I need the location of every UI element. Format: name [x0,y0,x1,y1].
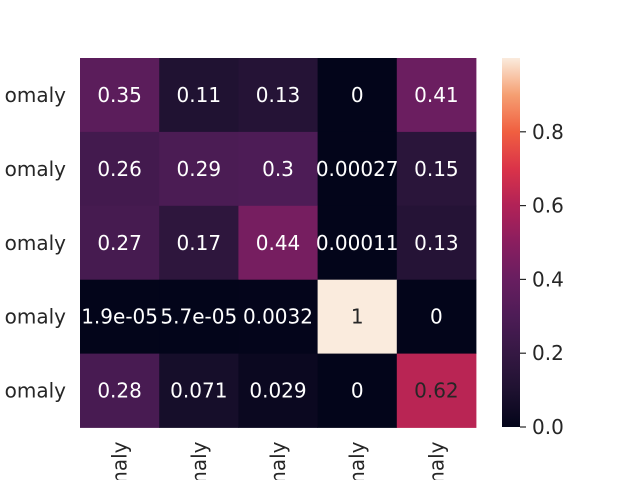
cell-annotation-r1-c4: 0.15 [414,157,459,181]
heatmap-cell-r3-c3 [317,279,398,354]
heatmap-cell-r1-c1 [159,131,239,207]
cell-annotation-r0-c1: 0.11 [177,83,222,107]
cell-annotation-r0-c3: 0 [351,83,364,107]
heatmap-cell-r3-c0 [80,279,160,354]
cell-annotation-r1-c1: 0.29 [177,157,222,181]
cell-annotation-r0-c2: 0.13 [256,83,301,107]
heatmap-cell-r2-c1 [159,205,239,281]
cell-annotation-r4-c2: 0.029 [249,379,306,403]
heatmap-cell-r2-c3 [317,205,398,281]
heatmap-cell-r0-c3 [317,58,398,133]
cell-annotation-r4-c1: 0.071 [170,379,227,403]
cell-annotation-r2-c2: 0.44 [256,231,301,255]
heatmap-cell-r3-c4 [396,279,477,354]
colorbar-tick-label-4: 0.8 [532,120,564,144]
cell-annotation-r3-c2: 0.0032 [243,305,313,329]
cell-annotation-r3-c0: 1.9e-05 [81,305,158,329]
row-labels: omaly omaly omaly omaly omaly [5,83,67,403]
cell-annotation-r4-c0: 0.28 [97,379,142,403]
heatmap-cell-r0-c0 [80,58,160,133]
cell-annotation-r4-c4: 0.62 [414,379,459,403]
heatmap-cell-r4-c4 [396,353,477,428]
heatmap-cell-r2-c0 [80,205,160,281]
cell-annotation-r2-c3: 0.00011 [316,231,399,255]
column-label-3: maly [345,441,369,480]
cell-annotation-r3-c1: 5.7e-05 [160,305,237,329]
row-label-3: omaly [5,305,67,329]
row-label-4: omaly [5,379,67,403]
cell-annotation-r0-c4: 0.41 [414,83,459,107]
heatmap-cell-r3-c2 [238,279,318,354]
colorbar-tick-label-2: 0.4 [532,267,564,291]
heatmap-cell-r1-c3 [317,131,398,207]
column-label-4: maly [424,441,448,480]
row-label-2: omaly [5,231,67,255]
column-label-1: maly [187,441,211,480]
colorbar-tick-label-0: 0.0 [532,415,564,439]
column-label-0: maly [108,441,132,480]
cell-annotation-r3-c4: 0 [430,305,443,329]
heatmap-cell-r1-c4 [396,131,477,207]
heatmap-cell-r2-c4 [396,205,477,281]
heatmap-cell-r4-c3 [317,353,398,428]
heatmap-cell-r2-c2 [238,205,318,281]
column-label-2: maly [266,441,290,480]
row-label-0: omaly [5,83,67,107]
heatmap-cell-r3-c1 [159,279,239,354]
cell-annotations: 0.35 0.11 0.13 0 0.41 0.26 0.29 0.3 0.00027 0.15 0… [81,83,458,403]
colorbar-tick-label-1: 0.2 [532,341,564,365]
cell-annotation-r2-c0: 0.27 [97,231,142,255]
colorbar-gradient [502,58,520,427]
heatmap-cell-r0-c4 [396,58,477,133]
cell-annotation-r0-c0: 0.35 [97,83,142,107]
cell-annotation-r4-c3: 0 [351,379,364,403]
heatmap-cell-r1-c2 [238,131,318,207]
cell-annotation-r2-c1: 0.17 [177,231,222,255]
cell-annotation-r1-c0: 0.26 [97,157,142,181]
heatmap-cell-r4-c1 [159,353,239,428]
cell-annotation-r1-c3: 0.00027 [316,157,399,181]
cell-annotation-r3-c3: 1 [351,305,364,329]
row-label-1: omaly [5,157,67,181]
heatmap-cell-r4-c0 [80,353,160,428]
heatmap-cell-r0-c2 [238,58,318,133]
cell-annotation-r2-c4: 0.13 [414,231,459,255]
heatmap-cell-r4-c2 [238,353,318,428]
heatmap-cell-r0-c1 [159,58,239,133]
colorbar-tick-label-3: 0.6 [532,194,564,218]
column-labels: maly maly maly maly maly [108,441,449,480]
cell-annotation-r1-c2: 0.3 [262,157,294,181]
heatmap-cell-r1-c0 [80,131,160,207]
colorbar: 0.0 0.2 0.4 0.6 0.8 [502,58,564,439]
heatmap-cells [80,58,477,428]
